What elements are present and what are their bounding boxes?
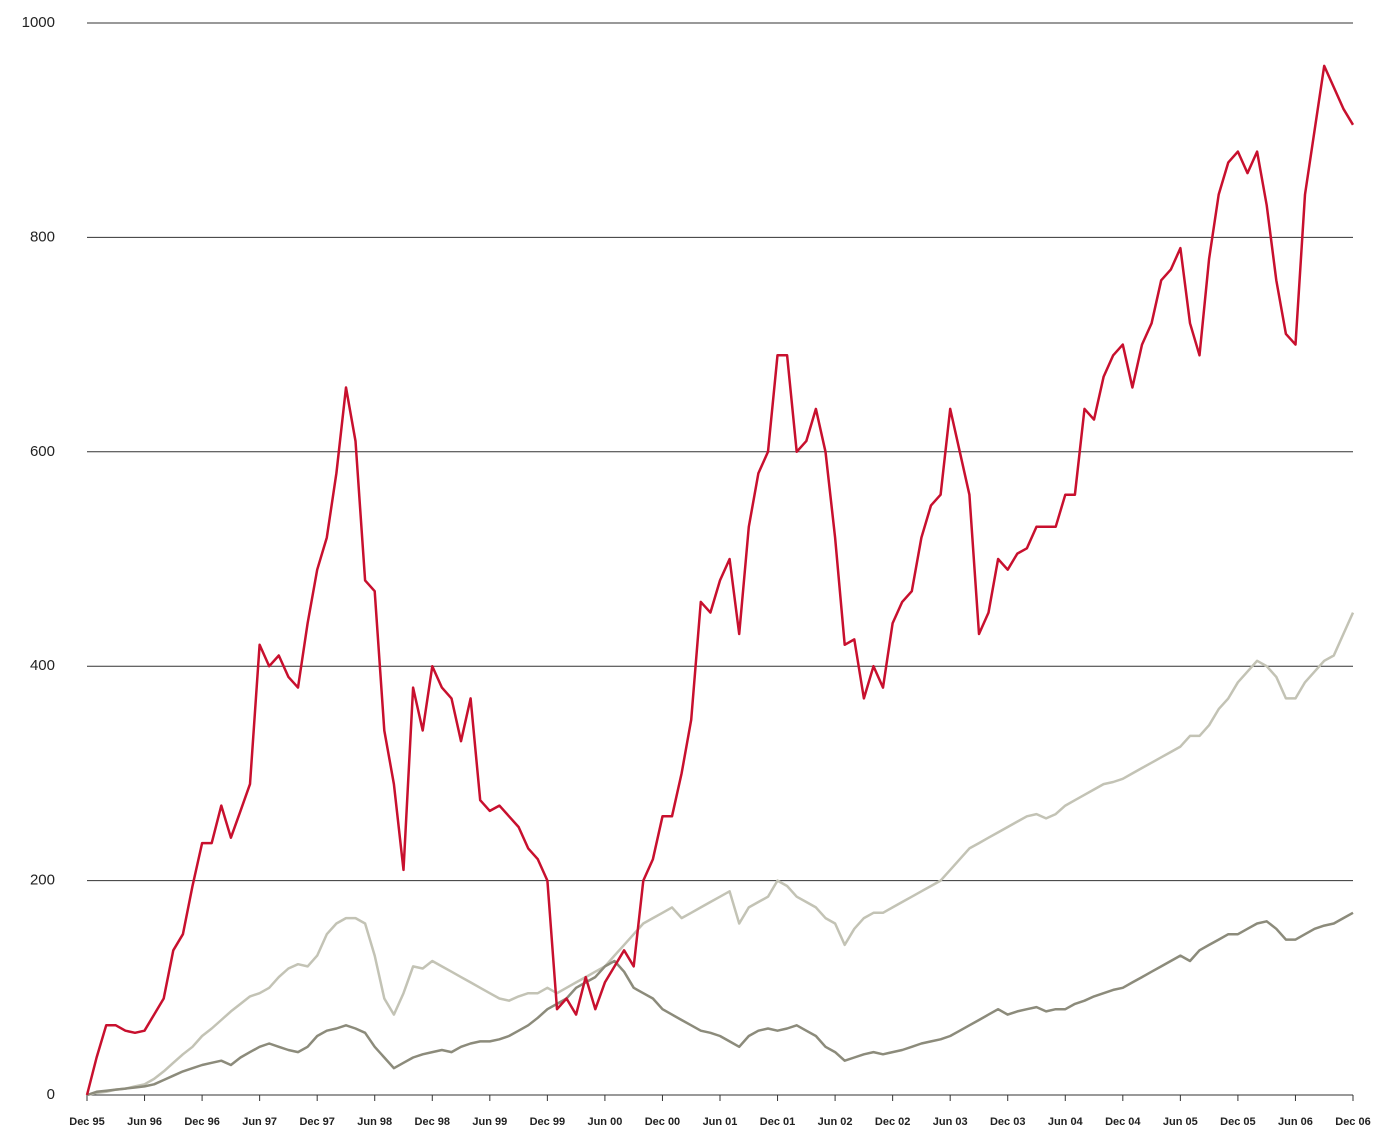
x-tick-label: Jun 01 (703, 1116, 738, 1128)
x-tick-label: Dec 95 (69, 1116, 104, 1128)
y-tick-label: 400 (30, 657, 55, 674)
x-tick-label: Dec 96 (184, 1116, 219, 1128)
y-tick-label: 1000 (22, 14, 55, 31)
x-tick-label: Jun 96 (127, 1116, 162, 1128)
x-tick-label: Dec 01 (760, 1116, 795, 1128)
x-tick-label: Jun 98 (357, 1116, 392, 1128)
x-tick-label: Dec 03 (990, 1116, 1025, 1128)
x-tick-label: Dec 98 (415, 1116, 450, 1128)
x-tick-label: Dec 05 (1220, 1116, 1255, 1128)
x-tick-label: Jun 99 (472, 1116, 507, 1128)
x-tick-label: Jun 04 (1048, 1116, 1084, 1128)
x-tick-label: Jun 03 (933, 1116, 968, 1128)
series-line (86, 612, 1355, 1097)
x-tick-label: Dec 99 (530, 1116, 565, 1128)
x-tick-label: Dec 97 (299, 1116, 334, 1128)
y-tick-label: 800 (30, 228, 55, 245)
x-tick-label: Dec 02 (875, 1116, 910, 1128)
x-tick-label: Jun 06 (1278, 1116, 1313, 1128)
series-line (86, 911, 1354, 1097)
x-tick-label: Dec 00 (645, 1116, 680, 1128)
y-tick-label: 600 (30, 443, 55, 460)
x-tick-label: Jun 00 (587, 1116, 622, 1128)
x-tick-label: Jun 97 (242, 1116, 277, 1128)
x-tick-label: Jun 02 (818, 1116, 853, 1128)
x-tick-label: Jun 05 (1163, 1116, 1198, 1128)
series-line (85, 64, 1355, 1096)
x-tick-label: Dec 04 (1105, 1116, 1141, 1128)
x-tick-label: Dec 06 (1335, 1116, 1370, 1128)
y-tick-label: 200 (30, 872, 55, 889)
y-tick-label: 0 (47, 1086, 55, 1103)
